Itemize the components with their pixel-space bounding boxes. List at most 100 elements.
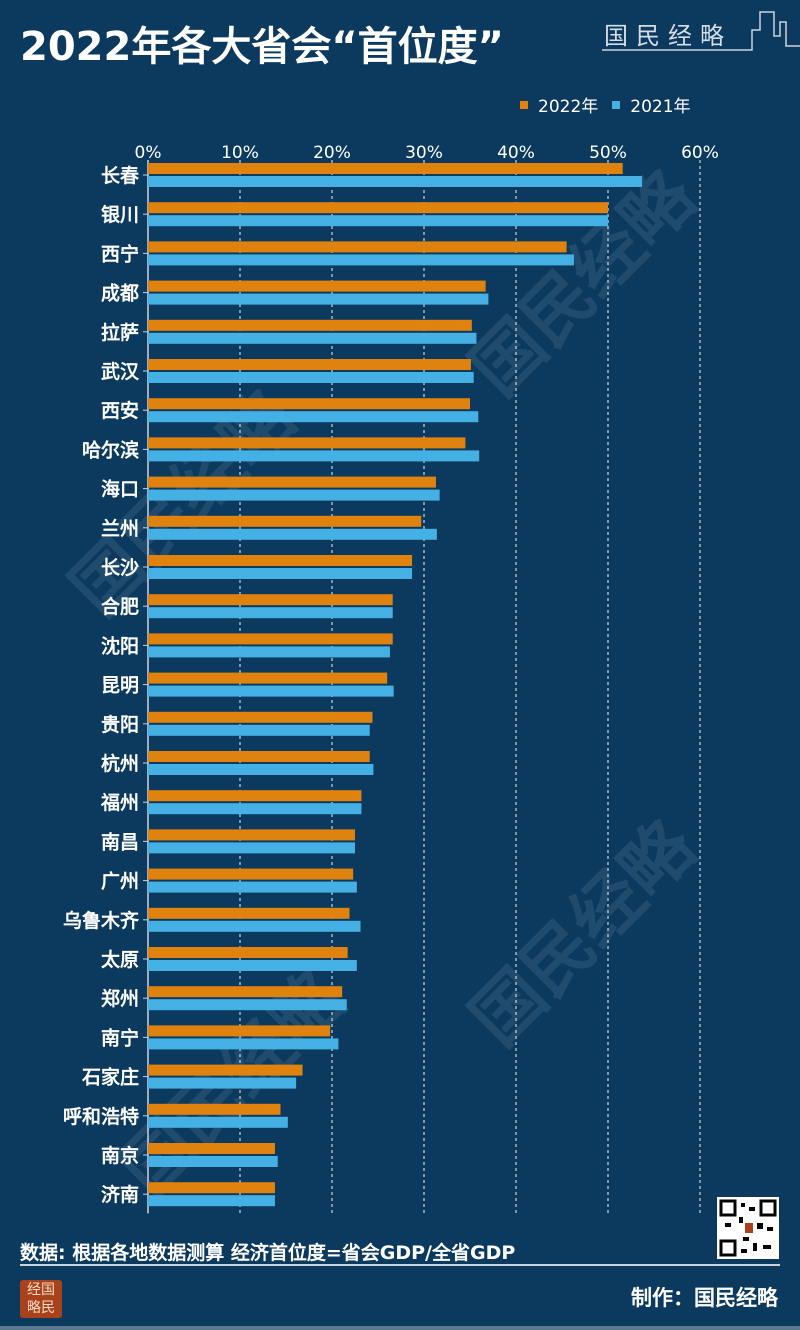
bar-2022年: [148, 163, 623, 174]
bar-2021年: [148, 685, 394, 697]
bar-2021年: [148, 254, 574, 266]
x-tick-label: 30%: [405, 143, 443, 163]
data-source-note: 数据: 根据各地数据测算 经济首位度=省会GDP/全省GDP: [20, 1242, 516, 1264]
legend: 2022年 2021年: [520, 92, 691, 117]
bar-2022年: [148, 633, 393, 645]
bar-2021年: [148, 215, 608, 227]
bar-2021年: [148, 646, 390, 658]
category-label: 哈尔滨: [82, 438, 139, 461]
bottom-border: [0, 1326, 800, 1330]
bar-2022年: [148, 241, 567, 253]
category-label: 福州: [100, 791, 139, 814]
bar-2021年: [148, 842, 355, 854]
category-label: 成都: [101, 282, 139, 305]
bar-2021年: [148, 411, 479, 423]
category-label: 长春: [101, 164, 139, 187]
category-label: 武汉: [101, 361, 140, 383]
category-label: 西宁: [101, 242, 139, 265]
brand-logo: 国民经略: [600, 8, 800, 52]
bar-2022年: [148, 359, 471, 370]
bar-2022年: [148, 594, 393, 606]
watermark: 国民经略: [454, 804, 711, 1061]
bar-2022年: [148, 1103, 281, 1115]
category-label: 兰州: [101, 517, 139, 540]
bar-2021年: [148, 1077, 297, 1089]
brand-name: 国民经略: [604, 22, 732, 50]
category-label: 西安: [101, 399, 139, 422]
bar-2022年: [148, 790, 362, 802]
x-tick-label: 20%: [313, 143, 351, 163]
legend-label-2022: 2022年: [538, 97, 599, 117]
bar-2022年: [148, 319, 472, 331]
x-tick-label: 10%: [221, 143, 259, 163]
bar-2022年: [148, 202, 608, 214]
bar-2021年: [148, 724, 370, 736]
category-label: 济南: [101, 1183, 139, 1206]
divider: [20, 1264, 780, 1266]
x-tick-label: 60%: [681, 143, 719, 163]
category-label: 南京: [101, 1144, 139, 1167]
credit: 制作：国民经略: [631, 1286, 778, 1310]
bar-2021年: [148, 920, 361, 932]
bar-2021年: [148, 881, 357, 893]
bar-2021年: [148, 176, 643, 187]
bar-2021年: [148, 1156, 278, 1167]
bar-2022年: [148, 1182, 275, 1194]
bar-2021年: [148, 568, 413, 579]
category-label: 广州: [101, 870, 139, 893]
bar-2021年: [148, 332, 477, 344]
qr-code: [717, 1197, 779, 1259]
x-tick-label: 40%: [497, 143, 535, 163]
bar-2021年: [148, 372, 474, 383]
category-label: 南昌: [101, 831, 139, 853]
qr-code-icon: [719, 1199, 777, 1257]
seal-logo: 经国 略民: [20, 1280, 62, 1318]
bar-2022年: [148, 515, 422, 527]
category-label: 乌鲁木齐: [63, 909, 140, 932]
bar-2022年: [148, 1025, 331, 1037]
bar-2022年: [148, 751, 370, 762]
bar-2022年: [148, 1143, 275, 1154]
bar-2022年: [148, 476, 436, 488]
bar-2022年: [148, 398, 470, 410]
bar-2022年: [148, 672, 388, 684]
legend-swatch-2021: [612, 100, 621, 109]
bar-2021年: [148, 960, 357, 971]
bar-2022年: [148, 280, 486, 292]
bar-2021年: [148, 607, 393, 619]
watermark: 国民经略: [454, 154, 711, 411]
bar-2021年: [148, 1116, 288, 1128]
category-label: 太原: [101, 948, 139, 971]
category-label: 贵阳: [101, 714, 139, 736]
page-title: 2022年各大省会“首位度”: [20, 24, 504, 70]
legend-swatch-2022: [520, 100, 528, 109]
category-label: 昆明: [101, 675, 139, 697]
category-label: 沈阳: [101, 634, 139, 657]
bar-2021年: [148, 489, 440, 501]
bar-2022年: [148, 555, 413, 566]
bar-2022年: [148, 868, 354, 880]
skyline-icon: [602, 11, 800, 51]
legend-label-2021: 2021年: [630, 97, 691, 117]
bar-2021年: [148, 1195, 275, 1207]
category-label: 海口: [101, 478, 139, 501]
category-label: 长沙: [101, 557, 139, 579]
category-label: 呼和浩特: [63, 1105, 139, 1128]
bar-2022年: [148, 711, 373, 723]
bar-2022年: [148, 437, 466, 449]
bar-2021年: [148, 1038, 339, 1050]
bar-2021年: [148, 528, 437, 540]
bar-2022年: [148, 829, 355, 841]
bar-2022年: [148, 947, 348, 958]
bar-2021年: [148, 293, 489, 305]
category-label: 石家庄: [81, 1066, 139, 1089]
bar-2021年: [148, 999, 347, 1011]
bar-2022年: [148, 907, 350, 919]
bar-2022年: [148, 986, 343, 998]
bar-2022年: [148, 1064, 303, 1076]
category-label: 郑州: [101, 988, 139, 1010]
category-label: 合肥: [101, 595, 139, 618]
x-tick-label: 0%: [135, 143, 162, 163]
category-label: 杭州: [101, 752, 139, 775]
